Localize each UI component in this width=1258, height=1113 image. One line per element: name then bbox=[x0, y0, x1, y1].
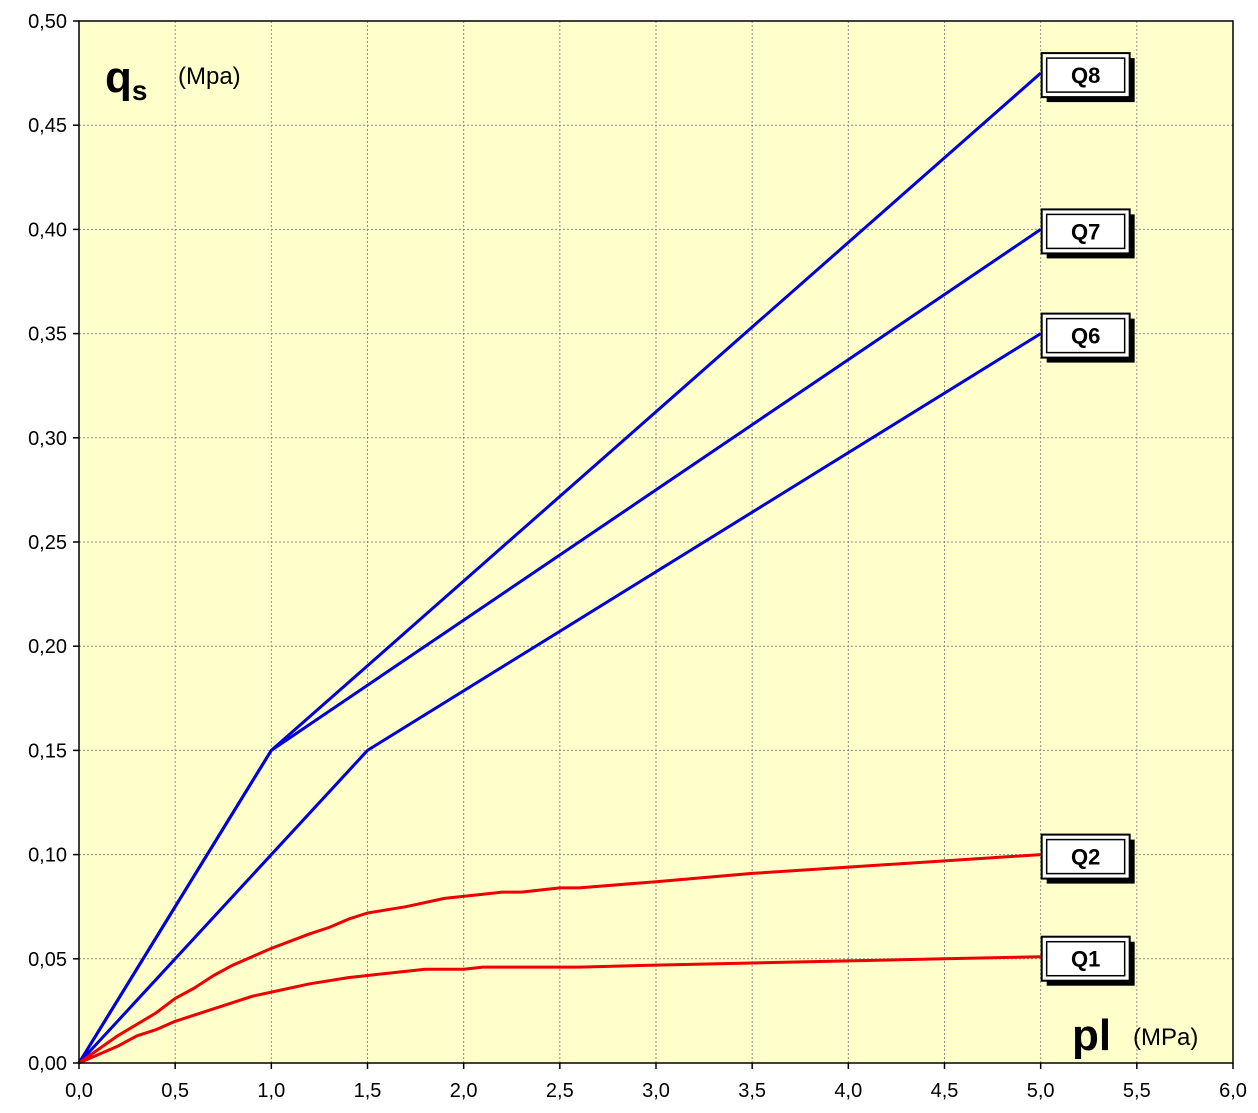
series-label-text: Q8 bbox=[1071, 63, 1100, 88]
x-tick-label: 4,5 bbox=[931, 1080, 959, 1102]
y-tick-label: 0,05 bbox=[28, 949, 67, 971]
x-tick-labels: 0,0 0,5 1,0 1,5 2,0 2,5 3,0 3,5 4,0 4,5 5,0 5,5 6,0 bbox=[65, 1080, 1247, 1102]
series-label-q2: Q2 bbox=[1040, 833, 1135, 884]
series-label-text: Q7 bbox=[1071, 219, 1100, 244]
series-label-text: Q2 bbox=[1071, 845, 1100, 870]
series-label-q1: Q1 bbox=[1040, 935, 1135, 986]
series-label-text: Q1 bbox=[1071, 947, 1100, 972]
y-tick-label: 0,35 bbox=[28, 324, 67, 346]
x-tick-label: 5,0 bbox=[1027, 1080, 1055, 1102]
y-tick-label: 0,20 bbox=[28, 636, 67, 658]
series-line-q7 bbox=[77, 228, 1042, 1064]
x-tick-label: 1,0 bbox=[257, 1080, 285, 1102]
x-tick-label: 1,5 bbox=[354, 1080, 382, 1102]
series-line-q1 bbox=[78, 955, 1041, 1065]
x-axis-symbol: pl bbox=[1072, 1011, 1111, 1060]
x-tick-label: 6,0 bbox=[1219, 1080, 1247, 1102]
plot-frame bbox=[78, 20, 1234, 1064]
x-tick-label: 0,0 bbox=[65, 1080, 93, 1102]
x-tick-label: 3,5 bbox=[738, 1080, 766, 1102]
series-labels: Q8 Q7 Q6 Q2 Q1 bbox=[1040, 52, 1135, 986]
x-tick-label: 3,0 bbox=[642, 1080, 670, 1102]
series-line-q2 bbox=[78, 853, 1041, 1065]
series-lines bbox=[77, 71, 1042, 1065]
x-axis-unit: (MPa) bbox=[1133, 1024, 1198, 1051]
series-label-q8: Q8 bbox=[1040, 52, 1135, 103]
x-tick-label: 4,0 bbox=[834, 1080, 862, 1102]
y-tick-label: 0,50 bbox=[28, 11, 67, 33]
y-tick-label: 0,10 bbox=[28, 845, 67, 867]
series-label-q7: Q7 bbox=[1040, 208, 1135, 259]
series-label-text: Q6 bbox=[1071, 324, 1100, 349]
y-tick-label: 0,45 bbox=[28, 115, 67, 137]
y-tick-label: 0,30 bbox=[28, 428, 67, 450]
x-tick-label: 2,5 bbox=[546, 1080, 574, 1102]
y-tick-label: 0,40 bbox=[28, 219, 67, 241]
y-axis-title: qs bbox=[105, 53, 147, 106]
y-axis-subscript: s bbox=[132, 75, 148, 106]
y-axis-symbol: q bbox=[105, 53, 132, 102]
y-tick-label: 0,25 bbox=[28, 532, 67, 554]
y-axis-unit: (Mpa) bbox=[178, 63, 241, 90]
y-tick-labels: 0,00 0,05 0,10 0,15 0,20 0,25 0,30 0,35 0,40 0,45… bbox=[28, 11, 67, 1075]
series-line-q6 bbox=[77, 332, 1042, 1065]
x-tick-label: 2,0 bbox=[450, 1080, 478, 1102]
y-tick-label: 0,15 bbox=[28, 740, 67, 762]
x-tick-label: 5,5 bbox=[1123, 1080, 1151, 1102]
y-tick-label: 0,00 bbox=[28, 1053, 67, 1075]
series-label-q6: Q6 bbox=[1040, 312, 1135, 363]
x-tick-label: 0,5 bbox=[161, 1080, 189, 1102]
